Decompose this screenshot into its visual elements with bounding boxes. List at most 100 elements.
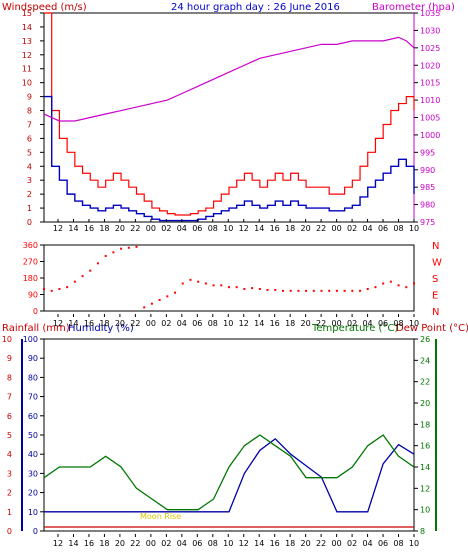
x-tick-label: 14	[254, 319, 264, 328]
barometer-axis-label: Barometer (hpa)	[372, 2, 455, 13]
wind-tick-label: 8	[27, 107, 32, 116]
wind-tick-label: 13	[22, 37, 32, 46]
wind-tick-label: 3	[27, 176, 32, 185]
x-tick-label: 22	[316, 319, 326, 328]
direction-point	[166, 295, 169, 298]
wind-tick-label: 4	[27, 162, 32, 171]
direction-point	[228, 286, 230, 289]
x-tick-label: 10	[223, 539, 233, 548]
humidity-series-line	[44, 437, 415, 513]
direction-point	[89, 269, 92, 272]
x-tick-label: 16	[270, 319, 280, 328]
direction-point	[81, 275, 84, 278]
x-tick-label: 00	[332, 539, 342, 548]
direction-point	[66, 286, 69, 289]
panel-temp-frame	[43, 338, 415, 532]
x-tick-label: 18	[285, 539, 295, 548]
direction-point	[104, 255, 107, 257]
wind-tick-label: 5	[27, 148, 32, 157]
wind-tick-label: 15	[22, 9, 32, 18]
x-tick-label: 14	[254, 224, 264, 233]
x-tick-label: 16	[270, 539, 280, 548]
direction-point	[397, 284, 400, 287]
graph-title: 24 hour graph day : 26 June 2016	[171, 2, 340, 13]
x-tick-label: 10	[409, 319, 419, 328]
x-tick-label: 08	[208, 319, 218, 328]
x-tick-label: 12	[53, 319, 63, 328]
moon-rise-label: Moon Rise	[140, 512, 181, 521]
humidity-axis-label: Humidity (%)	[68, 323, 134, 334]
rain-tick-label: 7	[7, 393, 12, 402]
direction-point	[243, 288, 246, 290]
rain-tick-label: 1	[7, 508, 12, 517]
x-tick-label: 00	[332, 224, 342, 233]
direction-point	[135, 245, 138, 248]
hum-tick-label: 80	[28, 373, 38, 382]
baro-tick-label: 1005	[420, 114, 440, 123]
gust-series-line	[44, 12, 415, 216]
temperature-axis-label: Temperature (°C)	[311, 323, 398, 334]
direction-point	[197, 280, 200, 283]
dir-tick-label: 180	[23, 274, 38, 283]
x-tick-label: 00	[332, 319, 342, 328]
rain-tick-label: 2	[7, 489, 12, 498]
baro-tick-label: 990	[420, 166, 435, 175]
direction-point	[343, 289, 346, 292]
temp-tick-label: 16	[420, 442, 430, 451]
x-tick-label: 18	[99, 539, 109, 548]
x-tick-label: 06	[192, 539, 202, 548]
windspeed-axis-label: Windspeed (m/s)	[2, 2, 87, 13]
x-tick-label: 02	[347, 224, 357, 233]
wind-tick-label: 14	[22, 23, 32, 32]
x-tick-label: 00	[146, 539, 156, 548]
rain-tick-label: 10	[2, 335, 12, 344]
direction-point	[158, 299, 161, 301]
x-tick-label: 18	[285, 224, 295, 233]
direction-point	[189, 278, 192, 281]
baro-tick-label: 1010	[420, 96, 440, 105]
direction-point	[382, 282, 385, 285]
x-tick-label: 10	[409, 224, 419, 233]
direction-point	[351, 289, 354, 292]
hum-tick-label: 70	[28, 393, 38, 402]
direction-point	[320, 289, 323, 292]
x-tick-label: 22	[316, 224, 326, 233]
hum-tick-label: 100	[23, 335, 38, 344]
x-tick-label: 04	[362, 224, 372, 233]
x-tick-label: 12	[239, 539, 249, 548]
wind-tick-label: 10	[22, 79, 32, 88]
compass-label: S	[432, 274, 438, 285]
direction-point	[305, 289, 308, 292]
hum-tick-label: 0	[33, 527, 38, 536]
compass-label: E	[432, 291, 438, 302]
temp-tick-label: 26	[420, 335, 430, 344]
baro-tick-label: 995	[420, 148, 435, 157]
baro-tick-label: 985	[420, 183, 435, 192]
wind-tick-label: 2	[27, 190, 32, 199]
compass-label: N	[432, 241, 439, 252]
direction-point	[297, 289, 300, 292]
compass-label: N	[432, 307, 439, 318]
x-tick-label: 06	[192, 319, 202, 328]
baro-tick-label: 1000	[420, 131, 440, 140]
wind-avg-series-line	[44, 95, 415, 222]
direction-point	[50, 289, 53, 292]
temp-tick-label: 12	[420, 484, 430, 493]
rain-tick-label: 5	[7, 431, 12, 440]
hum-tick-label: 10	[28, 508, 38, 517]
direction-point	[266, 288, 269, 291]
x-tick-label: 22	[130, 539, 140, 548]
direction-point	[43, 288, 45, 290]
x-tick-label: 06	[378, 224, 388, 233]
direction-point	[73, 280, 76, 283]
direction-point	[251, 287, 254, 290]
direction-point	[220, 284, 223, 287]
x-tick-label: 02	[347, 319, 357, 328]
x-tick-label: 16	[84, 319, 94, 328]
x-tick-label: 22	[130, 224, 140, 233]
baro-tick-label: 1035	[420, 9, 440, 18]
temperature-series-line	[43, 434, 415, 511]
baro-tick-label: 1020	[420, 61, 440, 70]
temp-tick-label: 18	[420, 420, 430, 429]
x-tick-label: 10	[409, 539, 419, 548]
